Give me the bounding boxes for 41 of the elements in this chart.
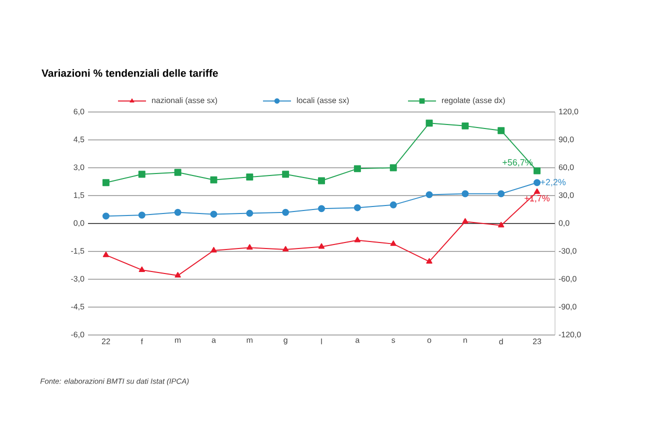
- point: [282, 208, 290, 216]
- point: [354, 204, 361, 212]
- point: [174, 272, 181, 278]
- point: [318, 205, 325, 212]
- point: [138, 212, 146, 219]
- point: [534, 188, 540, 194]
- point: [390, 201, 397, 208]
- point: [426, 120, 433, 127]
- point: [210, 176, 218, 184]
- chart-title: Variazioni % tendenziali delle tariffe: [42, 69, 218, 77]
- point: [498, 190, 505, 198]
- point: [498, 127, 505, 134]
- point: [354, 165, 361, 172]
- point: [462, 190, 469, 198]
- point: [462, 218, 468, 224]
- point: [138, 266, 145, 272]
- point: [246, 244, 253, 250]
- point: [246, 174, 254, 181]
- point: [426, 258, 432, 264]
- point: [426, 191, 433, 198]
- point: [246, 210, 254, 217]
- point: [498, 222, 504, 228]
- point: [318, 177, 325, 184]
- point: [174, 168, 182, 176]
- point: [102, 252, 110, 258]
- point: [390, 240, 396, 246]
- point: [462, 122, 469, 130]
- point: [210, 246, 217, 252]
- point: [282, 246, 289, 252]
- point: [138, 170, 146, 178]
- annotation: +2,2%: [540, 178, 566, 186]
- point: [390, 164, 397, 172]
- point: [534, 167, 541, 174]
- point: [210, 210, 218, 218]
- point: [282, 170, 290, 178]
- point: [174, 208, 182, 216]
- point: [354, 236, 361, 242]
- point: [318, 243, 325, 249]
- point: [102, 212, 110, 220]
- point: [534, 179, 541, 186]
- point: [102, 179, 110, 186]
